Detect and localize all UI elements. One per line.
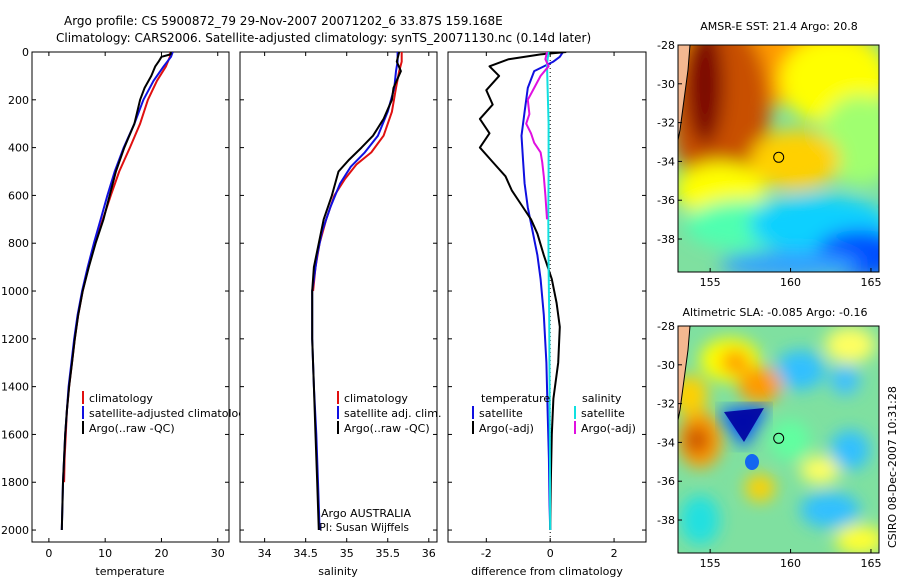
y-tick-label: 200 (8, 94, 29, 107)
x-tick-label: 0 (547, 547, 554, 560)
x-tick-label: 20 (154, 547, 168, 560)
sst-map-title: AMSR-E SST: 21.4 Argo: 20.8 (700, 20, 858, 33)
x-tick-label: 2 (611, 547, 618, 560)
map-y-tick-label: -34 (657, 155, 675, 168)
map-y-tick-label: -32 (657, 117, 675, 130)
difference-lines (478, 52, 567, 531)
legend-header-salinity: salinity (582, 392, 622, 405)
legend-label-sal-satellite: satellite (581, 407, 625, 420)
sst-map-ticks: -28 -30 -32 -34 -36 -38 155 160 165 (657, 39, 881, 289)
map-y-tick-label: -28 (657, 39, 675, 52)
x-tick-label: -2 (481, 547, 492, 560)
y-tick-label: 0 (22, 46, 29, 59)
footer-org: Argo AUSTRALIA (321, 507, 411, 520)
sla-map-field (678, 326, 879, 553)
sla-argo-marker (773, 432, 785, 444)
x-tick-label: 36 (422, 547, 436, 560)
footer-pi: PI: Susan Wijffels (319, 522, 409, 534)
map-y-tick-label: -30 (657, 359, 675, 372)
legend-label-climatology: climatology (344, 392, 408, 405)
series-line-2 (311, 52, 402, 531)
map-y-tick-label: -36 (657, 475, 675, 488)
temperature-xlabel: temperature (95, 565, 164, 578)
y-tick-label: 1800 (1, 476, 29, 489)
temperature-y-ticks: 0 200 400 600 800 1000 1200 1400 1600 1800 2000 (1, 46, 229, 537)
difference-axes-frame (447, 51, 647, 543)
salinity-x-ticks: 34 34.5 35 35.5 36 (258, 52, 436, 560)
map-x-tick-label: 160 (780, 276, 801, 289)
temperature-x-ticks: 0 10 20 30 (45, 52, 225, 560)
difference-xlabel: difference from climatology (471, 565, 623, 578)
salinity-panel: 34 34.5 35 35.5 36 salinity climatology sate… (239, 51, 441, 578)
legend-label-sal-argo: Argo(-adj) (581, 422, 636, 435)
map-y-tick-label: -36 (657, 194, 675, 207)
map-y-tick-label: -28 (657, 320, 675, 333)
temperature-lines (60, 52, 174, 531)
legend-header-temperature: temperature (481, 392, 550, 405)
legend-label-satellite: satellite-adjusted climatology (89, 407, 252, 420)
series-line-2 (60, 52, 172, 531)
y-tick-label: 800 (8, 237, 29, 250)
y-tick-label: 600 (8, 189, 29, 202)
x-tick-label: 34.5 (293, 547, 318, 560)
legend-label-satellite: satellite adj. clim. (344, 407, 441, 420)
legend-label-temp-argo: Argo(-adj) (479, 422, 534, 435)
series-line-3 (525, 52, 550, 220)
salinity-legend: climatology satellite adj. clim. Argo(..… (337, 391, 441, 435)
map-x-tick-label: 165 (860, 557, 881, 570)
map-x-tick-label: 155 (700, 276, 721, 289)
map-x-tick-label: 160 (780, 557, 801, 570)
salinity-xlabel: salinity (318, 565, 358, 578)
salinity-lines (311, 52, 403, 531)
map-x-tick-label: 155 (700, 557, 721, 570)
x-tick-label: 35.5 (376, 547, 401, 560)
y-tick-label: 1600 (1, 428, 29, 441)
x-tick-label: 34 (258, 547, 272, 560)
series-line-2 (546, 52, 552, 531)
sst-argo-marker (773, 151, 785, 163)
salinity-axes-frame (239, 51, 438, 543)
map-x-tick-label: 165 (860, 276, 881, 289)
header-line-2: Climatology: CARS2006. Satellite-adjuste… (56, 31, 591, 45)
series-line-1 (478, 52, 567, 531)
map-y-tick-label: -38 (657, 233, 675, 246)
y-tick-label: 1400 (1, 381, 29, 394)
difference-panel: -2 0 2 difference from climatology tempera… (447, 51, 647, 578)
sst-map-frame (677, 44, 880, 273)
series-line-0 (520, 52, 564, 531)
map-y-tick-label: -34 (657, 436, 675, 449)
sla-map-title: Altimetric SLA: -0.085 Argo: -0.16 (683, 306, 868, 319)
y-tick-label: 1200 (1, 333, 29, 346)
x-tick-label: 0 (45, 547, 52, 560)
temperature-panel: 0 200 400 600 800 1000 1200 1400 1600 1800 2000 0 1… (1, 46, 252, 578)
sla-map-ticks: -28 -30 -32 -34 -36 -38 155 160 165 (657, 320, 881, 570)
y-tick-label: 1000 (1, 285, 29, 298)
map-y-tick-label: -32 (657, 398, 675, 411)
legend-label-temp-satellite: satellite (479, 407, 523, 420)
y-tick-label: 2000 (1, 524, 29, 537)
x-tick-label: 30 (211, 547, 225, 560)
legend-label-argo: Argo(..raw -QC) (344, 422, 430, 435)
x-tick-label: 10 (98, 547, 112, 560)
difference-y-ticks (448, 51, 646, 531)
sla-map-frame (677, 325, 880, 554)
sst-map-panel: AMSR-E SST: 21.4 Argo: 20.8 -28 -30 -32 -34 (657, 20, 881, 289)
map-y-tick-label: -38 (657, 514, 675, 527)
legend-label-argo: Argo(..raw -QC) (89, 422, 175, 435)
y-tick-label: 400 (8, 142, 29, 155)
map-y-tick-label: -30 (657, 78, 675, 91)
temperature-axes-frame (31, 51, 230, 543)
difference-x-ticks: -2 0 2 (481, 52, 618, 560)
footer-stamp: CSIRO 08-Dec-2007 10:31:28 (886, 386, 899, 548)
legend-label-climatology: climatology (89, 392, 153, 405)
header-line-1: Argo profile: CS 5900872_79 29-Nov-2007 … (64, 14, 503, 28)
x-tick-label: 35 (340, 547, 354, 560)
sla-map-panel: Altimetric SLA: -0.085 Argo: -0.16 (657, 306, 881, 570)
difference-legend: temperature salinity satellite Argo(-adj… (472, 392, 636, 435)
sst-map-field (678, 45, 879, 272)
temperature-legend: climatology satellite-adjusted climatolo… (82, 391, 252, 435)
salinity-y-ticks (240, 51, 437, 531)
